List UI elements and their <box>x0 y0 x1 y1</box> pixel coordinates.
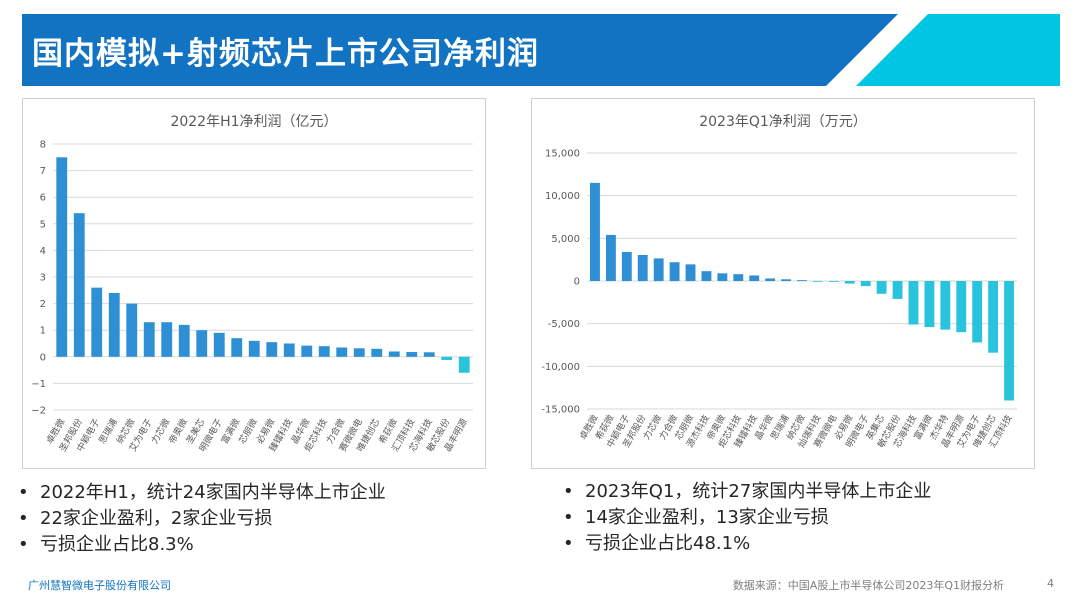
y-tick-label: 15,000 <box>545 149 580 160</box>
y-tick-label: −1 <box>31 379 46 390</box>
bar <box>781 279 792 281</box>
bar <box>406 352 418 357</box>
bullet-text: 亏损企业占比8.3% <box>40 534 194 555</box>
bar <box>590 182 600 281</box>
bar <box>353 348 365 357</box>
y-tick-label: 5 <box>40 219 46 230</box>
bar <box>56 157 68 357</box>
y-tick-label: -10,000 <box>541 362 580 373</box>
bar <box>318 346 330 357</box>
bar <box>388 351 400 357</box>
bullet-item: • 亏损企业占比8.3% <box>18 534 194 555</box>
bar <box>844 281 855 284</box>
bullet-text: 亏损企业占比48.1% <box>585 533 751 554</box>
y-tick-label: 3 <box>40 273 46 284</box>
footer-source: 数据来源：中国A股上市半导体公司2023年Q1财报分析 <box>732 579 1004 592</box>
y-tick-label: 5,000 <box>551 234 580 245</box>
y-tick-label: 4 <box>40 246 46 257</box>
header-band <box>22 14 912 86</box>
bar <box>765 278 776 281</box>
header-banner: 国内模拟+射频芯片上市公司净利润 <box>22 14 1060 86</box>
bullet-item: • 14家企业盈利，13家企业亏损 <box>563 507 829 528</box>
chart-title: 2022年H1净利润（亿元） <box>170 114 338 130</box>
y-tick-label: −2 <box>31 406 46 417</box>
bar <box>797 280 807 281</box>
bar <box>733 274 744 281</box>
bar <box>161 322 173 357</box>
bar <box>231 338 243 357</box>
bar <box>812 281 823 282</box>
bar <box>924 281 935 328</box>
bar <box>73 213 85 357</box>
bar <box>860 281 871 287</box>
bar <box>423 352 435 357</box>
y-tick-label: 10,000 <box>545 191 580 202</box>
bar <box>828 281 839 282</box>
chart-panel-2022h1: 2022年H1净利润（亿元） −2 −1 0 1 2 3 4 5 6 7 8 卓胜微 圣邦股份 中颖电子思… <box>22 98 486 469</box>
chart-panel-2023q1: 2023年Q1净利润（万元） -15,000 -10,000 -5,000 0 5,00… <box>531 98 1035 469</box>
y-tick-label: 0 <box>574 277 580 288</box>
bar <box>126 303 138 357</box>
y-tick-label: 0 <box>40 352 46 363</box>
bar <box>717 273 728 281</box>
bullet-item: • 亏损企业占比48.1% <box>563 533 751 554</box>
bar <box>972 281 983 343</box>
bar <box>908 281 919 325</box>
bar <box>248 340 260 357</box>
bar-chart-2023q1: -15,000-10,000-5,00005,00010,00015,000卓胜… <box>541 149 1017 450</box>
page-number: 4 <box>1047 577 1054 590</box>
bullet-item: • 2022年H1，统计24家国内半导体上市企业 <box>18 482 386 503</box>
summary-right: • 2023年Q1，统计27家国内半导体上市企业 • 14家企业盈利，13家企业亏损… <box>563 479 931 557</box>
page-title: 国内模拟+射频芯片上市公司净利润 <box>32 36 539 72</box>
y-tick-label: 7 <box>40 166 46 177</box>
y-tick-label: -15,000 <box>541 405 580 416</box>
chart-title: 2023年Q1净利润（万元） <box>699 114 867 130</box>
bar <box>458 356 470 373</box>
bullet-text: 2023年Q1，统计27家国内半导体上市企业 <box>585 481 932 502</box>
bullet-text: 22家企业盈利，2家企业亏损 <box>40 508 273 529</box>
bar <box>283 343 295 357</box>
y-tick-label: 1 <box>40 326 46 337</box>
bullet-text: 14家企业盈利，13家企业亏损 <box>585 507 829 528</box>
bar <box>653 258 664 281</box>
y-tick-label: 2 <box>40 299 46 310</box>
bar <box>213 332 225 357</box>
bullet-text: 2022年H1，统计24家国内半导体上市企业 <box>40 482 386 503</box>
y-tick-label: -5,000 <box>548 319 580 330</box>
bar <box>336 347 348 357</box>
bullet-item: • 2023年Q1，统计27家国内半导体上市企业 <box>563 481 932 502</box>
bar <box>301 345 313 357</box>
y-tick-label: 6 <box>40 193 46 204</box>
summary-left: • 2022年H1，统计24家国内半导体上市企业 • 22家企业盈利，2家企业亏损 … <box>18 480 386 558</box>
bar-chart-2022h1: −2−1012345678卓胜微圣邦股份中颖电子思瑞浦纳芯微艾为电子力芯微帝奥微… <box>31 140 473 454</box>
footer-company: 广州慧智微电子股份有限公司 <box>28 579 171 592</box>
bar <box>371 348 383 357</box>
bar <box>892 281 903 299</box>
bar <box>178 324 190 357</box>
bar <box>956 281 967 333</box>
bar <box>196 330 208 357</box>
bar <box>685 264 696 281</box>
header-accent <box>826 14 1060 86</box>
bar <box>988 281 999 353</box>
bar <box>91 287 103 357</box>
bar <box>266 342 278 357</box>
bar <box>876 281 887 294</box>
bar <box>621 251 632 281</box>
bar <box>637 254 648 281</box>
bar <box>441 356 453 360</box>
bar <box>940 281 951 330</box>
bullet-item: • 22家企业盈利，2家企业亏损 <box>18 508 273 529</box>
bar <box>108 292 120 357</box>
bar <box>143 322 155 357</box>
y-tick-label: 8 <box>40 140 46 151</box>
bar <box>749 275 760 281</box>
bar <box>1004 281 1014 401</box>
bar <box>605 234 616 281</box>
bar <box>669 262 680 281</box>
bar <box>701 271 712 281</box>
